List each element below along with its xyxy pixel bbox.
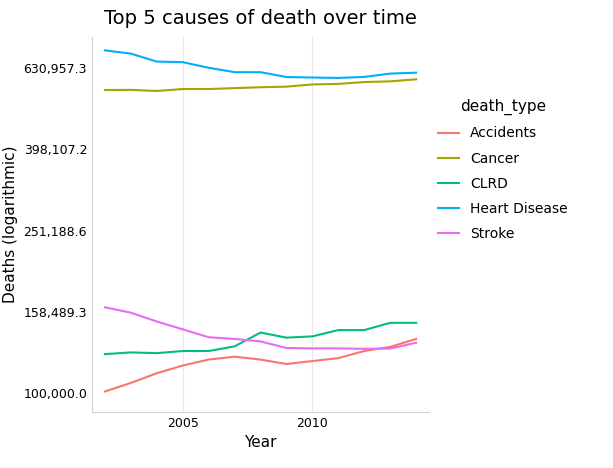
Accidents — [335, 355, 342, 361]
Heart Disease — [231, 69, 238, 75]
Stroke — [127, 310, 134, 315]
Heart Disease — [335, 75, 342, 81]
Cancer — [360, 79, 368, 85]
Cancer — [309, 81, 316, 87]
Stroke — [360, 346, 368, 351]
Stroke — [101, 305, 109, 310]
Title: Top 5 causes of death over time: Top 5 causes of death over time — [104, 8, 417, 28]
Accidents — [205, 357, 212, 362]
Cancer — [231, 85, 238, 91]
CLRD — [101, 351, 109, 357]
CLRD — [179, 348, 186, 354]
Heart Disease — [257, 69, 264, 75]
CLRD — [309, 334, 316, 339]
CLRD — [283, 335, 290, 340]
Cancer — [127, 87, 134, 93]
CLRD — [387, 320, 394, 326]
Stroke — [231, 336, 238, 342]
Line: Accidents: Accidents — [105, 339, 416, 391]
Cancer — [101, 87, 109, 93]
Cancer — [387, 79, 394, 84]
Cancer — [257, 84, 264, 90]
Accidents — [153, 370, 161, 376]
Cancer — [205, 86, 212, 92]
Y-axis label: Deaths (logarithmic): Deaths (logarithmic) — [2, 146, 18, 303]
CLRD — [335, 327, 342, 333]
Cancer — [335, 81, 342, 87]
Cancer — [413, 76, 420, 82]
Stroke — [387, 346, 394, 351]
Accidents — [283, 361, 290, 367]
Accidents — [387, 344, 394, 350]
Cancer — [153, 88, 161, 94]
Heart Disease — [413, 70, 420, 75]
Heart Disease — [387, 71, 394, 76]
Stroke — [283, 345, 290, 351]
Stroke — [205, 335, 212, 340]
Heart Disease — [283, 74, 290, 80]
Cancer — [179, 86, 186, 92]
CLRD — [205, 348, 212, 354]
Heart Disease — [127, 51, 134, 57]
Accidents — [413, 336, 420, 342]
Stroke — [153, 319, 161, 324]
Accidents — [257, 357, 264, 362]
Heart Disease — [101, 48, 109, 53]
Stroke — [413, 340, 420, 345]
Accidents — [360, 348, 368, 354]
Line: Heart Disease: Heart Disease — [105, 51, 416, 78]
Stroke — [309, 345, 316, 351]
Heart Disease — [153, 59, 161, 65]
X-axis label: Year: Year — [244, 435, 277, 450]
Stroke — [335, 345, 342, 351]
Stroke — [179, 327, 186, 332]
Accidents — [179, 363, 186, 368]
Legend: Accidents, Cancer, CLRD, Heart Disease, Stroke: Accidents, Cancer, CLRD, Heart Disease, … — [433, 94, 573, 247]
Heart Disease — [205, 65, 212, 71]
Accidents — [231, 354, 238, 359]
CLRD — [127, 350, 134, 355]
Line: Cancer: Cancer — [105, 79, 416, 91]
Heart Disease — [179, 59, 186, 65]
Cancer — [283, 84, 290, 89]
CLRD — [231, 344, 238, 349]
Heart Disease — [309, 75, 316, 80]
CLRD — [360, 327, 368, 333]
CLRD — [413, 320, 420, 326]
Stroke — [257, 339, 264, 344]
CLRD — [153, 351, 161, 356]
CLRD — [257, 330, 264, 336]
Accidents — [127, 380, 134, 386]
Heart Disease — [360, 74, 368, 80]
Line: Stroke: Stroke — [105, 307, 416, 349]
Accidents — [309, 358, 316, 364]
Accidents — [101, 388, 109, 394]
Line: CLRD: CLRD — [105, 323, 416, 354]
